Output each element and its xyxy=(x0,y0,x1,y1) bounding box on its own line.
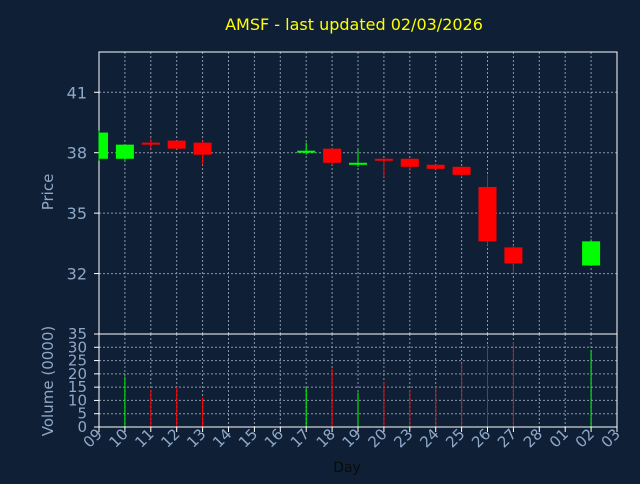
candle-body xyxy=(374,158,393,161)
price-panel: 32 35 38 41 xyxy=(67,51,618,335)
candle-body xyxy=(349,162,367,165)
candle-body xyxy=(478,186,497,242)
day-tick-label: 20 xyxy=(364,425,390,451)
day-tick-label: 15 xyxy=(235,425,261,451)
candle-body xyxy=(582,241,601,266)
candle-body xyxy=(99,132,108,159)
day-tick-label: 24 xyxy=(416,425,442,451)
day-tick-label: 25 xyxy=(442,425,468,451)
candle-body xyxy=(167,140,186,149)
volume-plot-frame xyxy=(98,333,618,428)
volume-tick-label: 15 xyxy=(68,378,87,396)
volume-tick-label: 20 xyxy=(68,365,87,383)
volume-tick-label: 25 xyxy=(68,352,87,370)
day-tick-label: 16 xyxy=(261,425,287,451)
volume-tick-label: 5 xyxy=(77,405,87,423)
day-axis-label: Day xyxy=(333,460,361,476)
candle-body xyxy=(426,164,445,169)
day-tick-label: 23 xyxy=(390,425,416,451)
day-tick-label: 13 xyxy=(183,425,209,451)
candle-body xyxy=(115,144,134,159)
candle-body xyxy=(193,142,212,155)
volume-tick-label: 10 xyxy=(68,391,87,409)
candle-body xyxy=(504,247,523,264)
candle-body xyxy=(323,148,342,163)
day-tick-label: 14 xyxy=(209,425,235,451)
day-tick-label: 01 xyxy=(546,425,572,451)
day-tick-label: 26 xyxy=(468,425,494,451)
day-tick-label: 27 xyxy=(494,425,520,451)
day-tick-label: 17 xyxy=(287,425,313,451)
day-tick-label: 12 xyxy=(157,425,183,451)
candle-body xyxy=(452,166,471,175)
price-tick-label: 41 xyxy=(67,83,87,102)
price-tick-label: 38 xyxy=(67,144,87,163)
day-tick-label: 03 xyxy=(598,425,624,451)
chart-title: AMSF - last updated 02/03/2026 xyxy=(225,15,483,34)
price-tick-label: 35 xyxy=(67,204,87,223)
volume-tick-label: 0 xyxy=(77,418,87,436)
day-tick-label: 28 xyxy=(520,425,546,451)
volume-tick-label: 30 xyxy=(68,338,87,356)
day-tick-label: 19 xyxy=(339,425,365,451)
day-tick-label: 02 xyxy=(572,425,598,451)
day-tick-label: 11 xyxy=(131,425,157,451)
candle-body xyxy=(400,158,419,167)
price-tick-label: 32 xyxy=(67,265,87,284)
candle-body xyxy=(141,142,160,145)
volume-tick-label: 35 xyxy=(68,325,87,343)
day-tick-label: 10 xyxy=(105,425,131,451)
volume-axis-label: Volume (0000) xyxy=(39,326,57,436)
volume-panel: 09 10 11 12 13 14 15 16 17 18 19 20 23 24 25 26 27 28 01 02… xyxy=(68,325,624,451)
candle-body xyxy=(297,150,316,153)
price-axis-label: Price xyxy=(39,174,57,211)
day-tick-label: 18 xyxy=(313,425,339,451)
